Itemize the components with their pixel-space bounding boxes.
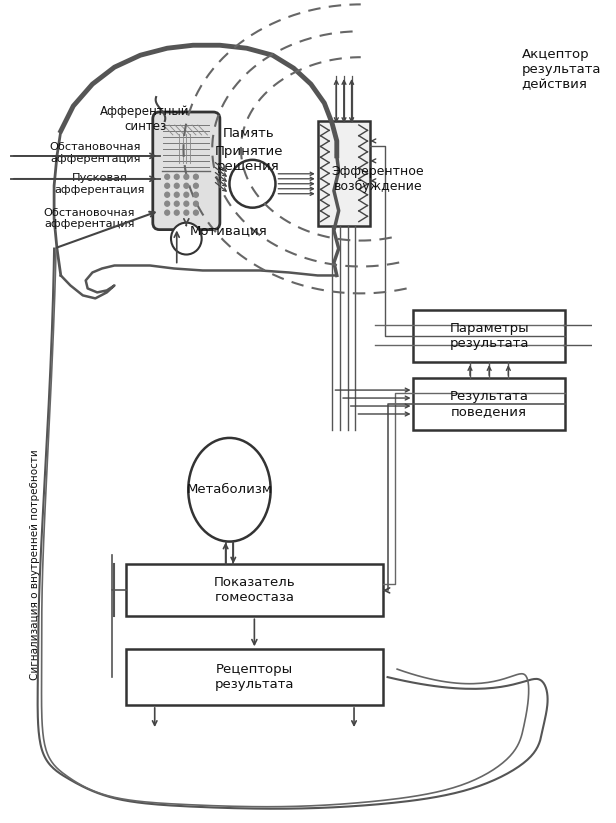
- Circle shape: [184, 210, 188, 215]
- Circle shape: [174, 184, 179, 188]
- Circle shape: [174, 210, 179, 215]
- Circle shape: [193, 184, 198, 188]
- Bar: [126, 565, 383, 616]
- Text: Обстановочная
афферентация: Обстановочная афферентация: [44, 208, 136, 230]
- FancyBboxPatch shape: [153, 112, 220, 230]
- Text: Пусковая
афферентация: Пусковая афферентация: [55, 173, 145, 194]
- Circle shape: [193, 193, 198, 198]
- Circle shape: [193, 210, 198, 215]
- Circle shape: [174, 193, 179, 198]
- Text: Сигнализация о внутренней потребности: Сигнализация о внутренней потребности: [30, 449, 40, 680]
- Circle shape: [184, 184, 188, 188]
- Circle shape: [171, 223, 201, 254]
- Text: Обстановочная
афферентация: Обстановочная афферентация: [49, 142, 141, 164]
- Text: Эфферентное
возбуждение: Эфферентное возбуждение: [331, 165, 424, 193]
- Circle shape: [193, 201, 198, 207]
- Circle shape: [164, 201, 169, 207]
- Circle shape: [229, 160, 275, 207]
- Circle shape: [164, 174, 169, 179]
- Circle shape: [193, 174, 198, 179]
- Circle shape: [174, 201, 179, 207]
- Circle shape: [174, 174, 179, 179]
- Circle shape: [164, 193, 169, 198]
- Text: Показатель
гомеостаза: Показатель гомеостаза: [214, 576, 295, 604]
- Bar: [318, 121, 370, 226]
- Circle shape: [164, 184, 169, 188]
- Circle shape: [184, 193, 188, 198]
- Ellipse shape: [188, 438, 270, 542]
- Text: Рецепторы
результата: Рецепторы результата: [214, 663, 294, 691]
- Circle shape: [164, 210, 169, 215]
- Circle shape: [184, 174, 188, 179]
- Text: Афферентный
синтез: Афферентный синтез: [100, 105, 190, 133]
- Text: Метаболизм: Метаболизм: [187, 483, 272, 496]
- Bar: [413, 378, 565, 430]
- Bar: [126, 649, 383, 705]
- Bar: [413, 310, 565, 362]
- Text: Мотивация: Мотивация: [190, 224, 267, 237]
- Circle shape: [184, 201, 188, 207]
- Text: Результата
поведения: Результата поведения: [450, 390, 529, 418]
- Text: Акцептор
результата
действия: Акцептор результата действия: [522, 48, 601, 91]
- Text: Параметры
результата: Параметры результата: [449, 323, 529, 351]
- Text: Память: Память: [223, 128, 275, 141]
- Text: Принятие
решения: Принятие решения: [214, 145, 283, 173]
